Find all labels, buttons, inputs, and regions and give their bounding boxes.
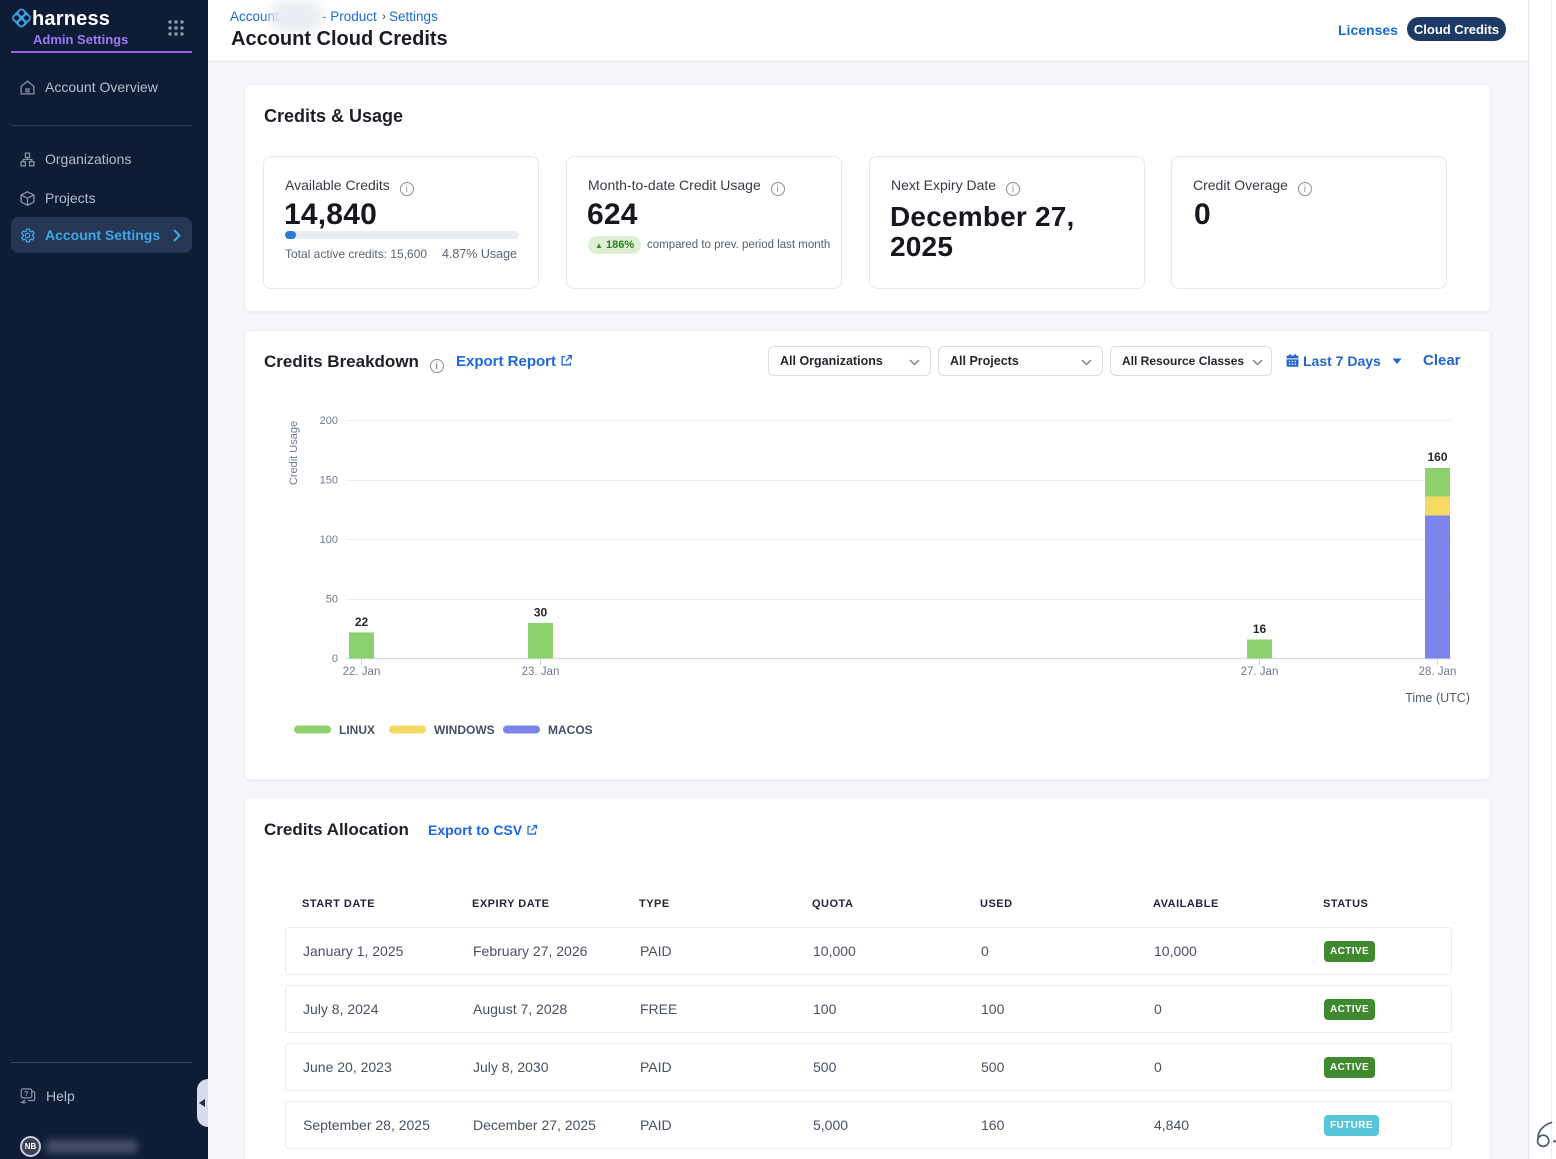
svg-text:16: 16	[1253, 622, 1267, 636]
svg-text:22. Jan: 22. Jan	[343, 666, 381, 678]
svg-text:22: 22	[355, 615, 369, 629]
svg-text:LINUX: LINUX	[339, 723, 375, 737]
svg-text:200: 200	[320, 415, 338, 427]
svg-text:160: 160	[1427, 450, 1447, 464]
svg-text:50: 50	[326, 594, 338, 606]
svg-text:30: 30	[534, 606, 548, 620]
svg-text:Time (UTC): Time (UTC)	[1405, 691, 1470, 705]
svg-text:?: ?	[24, 1089, 29, 1098]
svg-text:27. Jan: 27. Jan	[1241, 666, 1279, 678]
svg-text:MACOS: MACOS	[548, 723, 593, 737]
svg-text:Credit Usage: Credit Usage	[288, 421, 300, 485]
svg-text:0: 0	[332, 653, 338, 665]
svg-text:28. Jan: 28. Jan	[1419, 666, 1457, 678]
svg-text:150: 150	[320, 475, 338, 487]
svg-text:WINDOWS: WINDOWS	[434, 723, 495, 737]
svg-text:23. Jan: 23. Jan	[522, 666, 560, 678]
svg-text:100: 100	[320, 534, 338, 546]
